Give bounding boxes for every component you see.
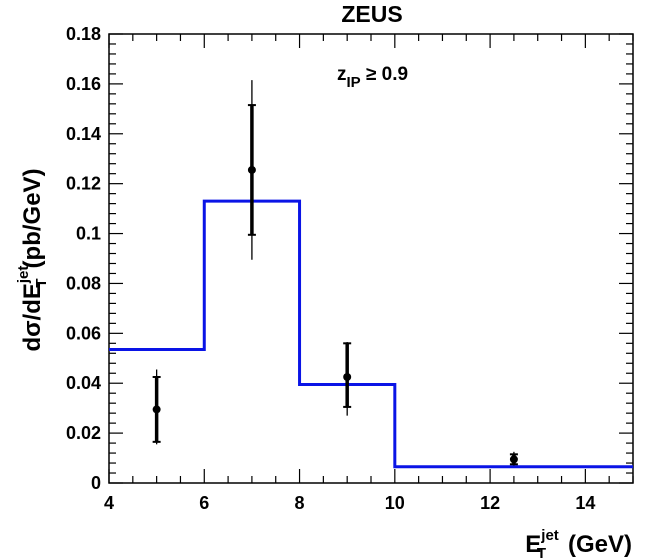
y-tick-label: 0.12	[66, 174, 101, 194]
x-tick-label: 10	[385, 493, 405, 513]
data-point	[509, 455, 518, 464]
histogram-series	[109, 199, 633, 469]
x-label-unit: (GeV)	[568, 531, 632, 558]
y-axis-label: dσ/dEjetT (pb/GeV)	[15, 168, 50, 351]
x-axis-label: Ejet T (GeV)	[525, 527, 632, 560]
data-point	[343, 372, 352, 381]
x-tick-label: 12	[480, 493, 500, 513]
y-label-main: dσ/dE	[19, 283, 46, 351]
y-tick-label: 0.14	[66, 124, 101, 144]
x-tick-label: 4	[104, 493, 114, 513]
x-label-sub: T	[537, 545, 546, 560]
y-tick-label: 0.02	[66, 423, 101, 443]
x-tick-label: 14	[575, 493, 595, 513]
y-tick-label: 0.06	[66, 323, 101, 343]
y-label-unit: (pb/GeV)	[19, 168, 46, 268]
data-point	[247, 165, 256, 174]
y-tick-label: 0.1	[76, 224, 101, 244]
selection-annotation: zIP ≥ 0.9	[337, 64, 408, 91]
y-tick-label: 0.16	[66, 74, 101, 94]
data-point-series	[152, 80, 518, 466]
histogram-line	[109, 199, 633, 469]
annotation-relation: ≥ 0.9	[361, 64, 408, 85]
chart-title: ZEUS	[341, 1, 402, 27]
annotation-main: z	[337, 64, 347, 85]
plot-frame	[108, 33, 634, 484]
y-tick-label: 0.08	[66, 273, 101, 293]
data-point	[152, 405, 161, 414]
x-label-main: E	[525, 531, 541, 558]
axis-tick-labels: 4 6 8 10 12 14 0 0.02 0.04 0.06 0.08 0.1 0.12 0.14 0.1…	[66, 24, 595, 513]
y-label-sub: T	[33, 278, 50, 287]
y-tick-label: 0.04	[66, 373, 101, 393]
y-tick-label: 0	[91, 473, 101, 493]
y-label-sup: jet	[15, 266, 32, 285]
annotation-sub: IP	[347, 74, 361, 91]
x-label-sup: jet	[540, 527, 559, 544]
x-tick-label: 6	[199, 493, 209, 513]
x-tick-label: 8	[295, 493, 305, 513]
axis-ticks	[108, 33, 634, 484]
y-tick-label: 0.18	[66, 24, 101, 44]
